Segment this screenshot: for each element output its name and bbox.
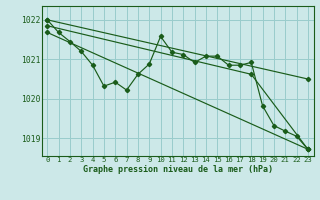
X-axis label: Graphe pression niveau de la mer (hPa): Graphe pression niveau de la mer (hPa) [83, 165, 273, 174]
